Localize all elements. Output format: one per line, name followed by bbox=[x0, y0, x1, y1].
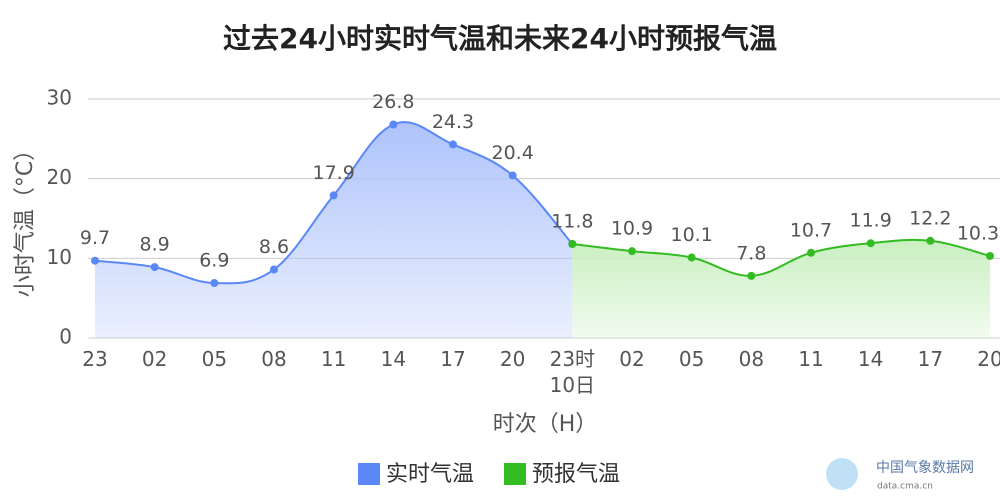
point bbox=[986, 251, 994, 260]
value-label: 26.8 bbox=[372, 91, 414, 113]
value-label: 10.7 bbox=[790, 219, 832, 241]
x-tick-label: 20 bbox=[977, 347, 1000, 371]
y-axis-label: 小时气温（°C） bbox=[13, 139, 38, 297]
point bbox=[807, 248, 815, 257]
x-tick-label: 17 bbox=[440, 347, 466, 371]
y-tick-label: 0 bbox=[59, 325, 72, 349]
value-label: 8.9 bbox=[140, 234, 170, 256]
x-tick-label: 08 bbox=[261, 347, 287, 371]
point bbox=[270, 265, 278, 274]
x-tick-label: 02 bbox=[141, 347, 168, 371]
point bbox=[329, 191, 338, 200]
value-label: 24.3 bbox=[432, 111, 474, 133]
value-label: 17.9 bbox=[313, 162, 355, 184]
value-label: 12.2 bbox=[909, 207, 951, 229]
line bbox=[94, 121, 574, 285]
value-label: 11.9 bbox=[850, 210, 892, 232]
legend-swatch bbox=[358, 463, 380, 485]
legend-swatch bbox=[504, 463, 527, 485]
value-label: 8.6 bbox=[259, 236, 289, 258]
x-tick-label: 05 bbox=[201, 347, 228, 371]
value-label: 20.4 bbox=[492, 142, 534, 164]
value-label: 7.8 bbox=[736, 242, 766, 264]
value-label: 10.9 bbox=[611, 218, 653, 240]
x-tick-label: 14 bbox=[857, 347, 884, 371]
point bbox=[687, 253, 696, 262]
value-label: 6.9 bbox=[199, 250, 229, 272]
x-axis-label: 时次（H） bbox=[493, 412, 598, 437]
value-label: 11.8 bbox=[551, 210, 593, 232]
point bbox=[926, 236, 935, 245]
point bbox=[568, 239, 577, 248]
x-tick-label: 20 bbox=[499, 347, 526, 371]
legend-label: 预报气温 bbox=[532, 462, 620, 487]
brand-logo bbox=[826, 458, 858, 490]
point bbox=[449, 140, 457, 149]
x-tick-label: 14 bbox=[380, 347, 407, 371]
point bbox=[747, 271, 756, 280]
value-label: 9.7 bbox=[80, 227, 110, 249]
point bbox=[91, 256, 99, 265]
point bbox=[210, 279, 219, 288]
brand-url: data.cma.cn bbox=[877, 482, 933, 492]
brand: 中国气象数据网 bbox=[876, 460, 974, 476]
x-tick-label: 05 bbox=[678, 347, 705, 371]
point bbox=[866, 239, 875, 248]
y-tick-label: 30 bbox=[47, 86, 72, 110]
line bbox=[572, 238, 991, 277]
y-tick-label: 10 bbox=[47, 245, 72, 269]
x-tick-label: 23 bbox=[82, 347, 108, 371]
legend-label: 实时气温 bbox=[386, 462, 474, 487]
x-tick-label: 02 bbox=[619, 347, 645, 371]
point bbox=[389, 120, 398, 129]
x-tick-label: 11 bbox=[320, 347, 347, 371]
x-tick-label: 11 bbox=[798, 347, 824, 371]
point bbox=[628, 247, 636, 256]
x-tick-label: 23时 10日 bbox=[549, 347, 596, 397]
value-label: 10.1 bbox=[671, 224, 713, 246]
chart-title: 过去24小时实时气温和未来24小时预报气温 bbox=[223, 22, 777, 55]
x-tick-label: 17 bbox=[917, 347, 944, 371]
value-label: 10.3 bbox=[957, 222, 999, 244]
point bbox=[508, 171, 517, 180]
y-tick-label: 20 bbox=[47, 165, 72, 189]
point bbox=[150, 263, 159, 272]
area bbox=[572, 239, 990, 338]
x-tick-label: 08 bbox=[738, 347, 765, 371]
